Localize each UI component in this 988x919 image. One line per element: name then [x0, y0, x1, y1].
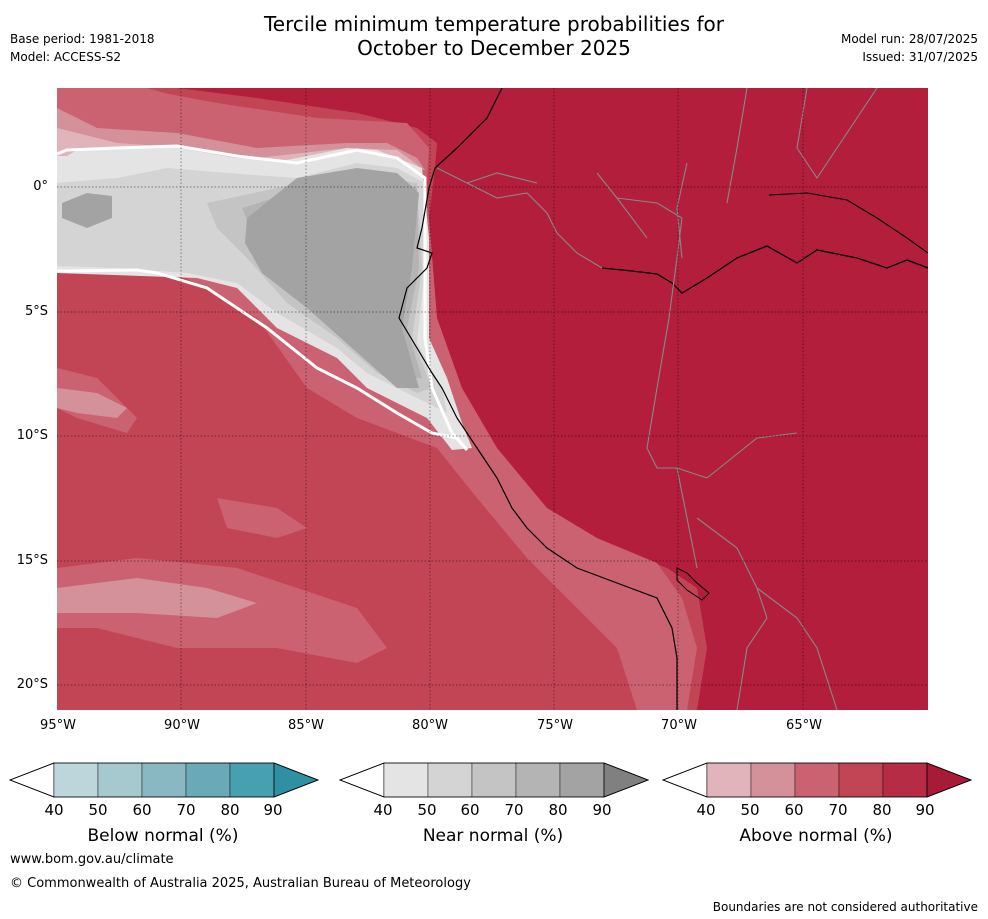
colorbar-near	[338, 762, 650, 798]
colorbar-near-outline	[338, 762, 650, 798]
lon-label-65w: 65°W	[786, 718, 822, 733]
colorbar-near-segment-50	[427, 762, 473, 798]
lat-label-10s: 10°S	[16, 428, 48, 443]
colorbar-above-segment-40	[706, 762, 752, 798]
lon-label-70w: 70°W	[661, 718, 697, 733]
colorbar-below-lower-extension	[8, 762, 55, 798]
zone-above-60-ocean	[57, 388, 127, 418]
lon-label-75w: 75°W	[537, 718, 573, 733]
lon-label-80w: 80°W	[412, 718, 448, 733]
zone-above-70-mid	[217, 498, 307, 538]
probability-map	[57, 88, 928, 710]
boundary-disclaimer: Boundaries are not considered authoritat…	[712, 900, 978, 914]
colorbar-above-segment-80	[882, 762, 928, 798]
cb-above-label-60: 60	[784, 801, 804, 819]
cb-below-label-80: 80	[220, 801, 240, 819]
cb-above-label-80: 80	[872, 801, 892, 819]
lat-label-0: 0°	[33, 179, 48, 194]
colorbar-above-outline	[661, 762, 973, 798]
colorbar-below	[8, 762, 320, 798]
colorbar-near-segment-80	[559, 762, 605, 798]
cb-near-label-50: 50	[417, 801, 437, 819]
meta-right: Model run: 28/07/2025 Issued: 31/07/2025	[841, 31, 978, 67]
meta-left: Base period: 1981-2018 Model: ACCESS-S2	[10, 31, 155, 67]
lon-label-90w: 90°W	[164, 718, 200, 733]
colorbar-above	[661, 762, 973, 798]
zone-near-90-galapagos	[62, 193, 112, 228]
chart-title: Tercile minimum temperature probabilitie…	[0, 12, 988, 60]
cb-below-label-60: 60	[132, 801, 152, 819]
copyright-notice: © Commonwealth of Australia 2025, Austra…	[10, 876, 471, 891]
cb-near-label-60: 60	[460, 801, 480, 819]
colorbar-below-segment-50	[97, 762, 143, 798]
lat-label-15s: 15°S	[16, 553, 48, 568]
colorbar-below-outline	[8, 762, 320, 798]
cb-above-label-50: 50	[740, 801, 760, 819]
colorbar-above-segment-70	[838, 762, 884, 798]
title-line-1: Tercile minimum temperature probabilitie…	[263, 12, 725, 36]
cb-near-title: Near normal (%)	[422, 826, 564, 846]
colorbar-above-segment-50	[750, 762, 796, 798]
colorbar-legend	[8, 762, 973, 798]
cb-above-label-40: 40	[696, 801, 716, 819]
lat-label-20s: 20°S	[16, 677, 48, 692]
colorbar-near-segment-60	[471, 762, 517, 798]
colorbar-near-lower-extension	[338, 762, 385, 798]
colorbar-below-upper-extension	[273, 762, 320, 798]
cb-above-label-90: 90	[915, 801, 935, 819]
cb-below-title: Below normal (%)	[87, 826, 239, 846]
colorbar-below-segment-40	[53, 762, 99, 798]
zone-above-60-south	[57, 578, 257, 618]
border-lines	[436, 88, 878, 710]
coastline	[398, 88, 678, 710]
model-name: Model: ACCESS-S2	[10, 50, 122, 64]
lon-label-85w: 85°W	[288, 718, 324, 733]
colorbar-above-lower-extension	[661, 762, 708, 798]
graticule	[57, 88, 928, 710]
colorbar-below-segment-80	[229, 762, 275, 798]
cb-above-title: Above normal (%)	[739, 826, 893, 846]
colorbar-below-segment-70	[185, 762, 231, 798]
model-run: Model run: 28/07/2025	[840, 32, 978, 46]
colorbar-above-upper-extension	[926, 762, 973, 798]
colorbar-near-upper-extension	[603, 762, 650, 798]
near-normal-boundary	[57, 144, 469, 451]
issued-date: Issued: 31/07/2025	[862, 50, 978, 64]
source-url: www.bom.gov.au/climate	[10, 852, 174, 867]
cb-below-label-70: 70	[176, 801, 196, 819]
cb-near-label-70: 70	[504, 801, 524, 819]
base-period: Base period: 1981-2018	[10, 32, 155, 46]
river-amazon	[601, 245, 928, 294]
cb-below-label-40: 40	[44, 801, 64, 819]
cb-near-label-90: 90	[592, 801, 612, 819]
colorbar-below-segment-60	[141, 762, 187, 798]
lake-titicaca	[676, 567, 710, 601]
cb-near-label-80: 80	[548, 801, 568, 819]
cb-above-label-70: 70	[828, 801, 848, 819]
title-line-2: October to December 2025	[357, 36, 631, 60]
river-napo	[768, 192, 928, 254]
cb-near-label-40: 40	[373, 801, 393, 819]
cb-below-label-50: 50	[88, 801, 108, 819]
colorbar-near-segment-70	[515, 762, 561, 798]
cb-below-label-90: 90	[263, 801, 283, 819]
zone-near-90	[245, 168, 419, 388]
lon-label-95w: 95°W	[40, 718, 76, 733]
colorbar-near-segment-40	[383, 762, 429, 798]
colorbar-above-segment-60	[794, 762, 840, 798]
lat-label-5s: 5°S	[24, 304, 48, 319]
